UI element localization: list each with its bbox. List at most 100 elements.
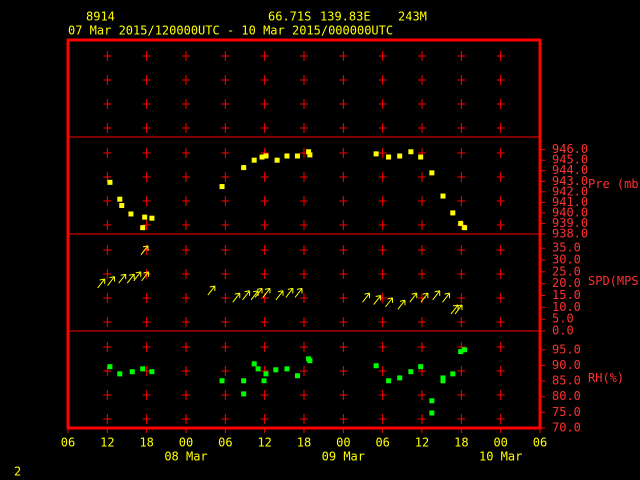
wind-arrow bbox=[262, 287, 271, 298]
data-point bbox=[462, 347, 468, 353]
data-point bbox=[458, 220, 464, 226]
arrow-part bbox=[107, 276, 115, 286]
data-point bbox=[140, 225, 146, 231]
data-point bbox=[128, 211, 134, 217]
y-tick-label: 20.0 bbox=[552, 276, 581, 290]
data-point bbox=[450, 210, 456, 216]
arrow-part bbox=[109, 276, 115, 279]
wind-arrow bbox=[118, 273, 127, 284]
arrow-part bbox=[287, 287, 293, 290]
wind-arrow bbox=[362, 292, 371, 303]
arrow-part bbox=[373, 295, 382, 305]
arrow-part bbox=[99, 278, 105, 281]
y-tick-label: 30.0 bbox=[552, 253, 581, 267]
arrow-part bbox=[422, 292, 428, 295]
data-point bbox=[255, 366, 261, 372]
arrow-part bbox=[143, 271, 149, 274]
arrow-part bbox=[97, 278, 106, 289]
arrow-part bbox=[141, 271, 150, 282]
arrow-part bbox=[264, 287, 271, 290]
y-tick-label: 15.0 bbox=[552, 288, 581, 302]
arrow-part bbox=[118, 273, 127, 284]
data-point bbox=[440, 193, 446, 199]
arrow-part bbox=[209, 285, 215, 288]
arrow-part bbox=[244, 290, 250, 293]
wind-arrow bbox=[141, 271, 150, 282]
wind-arrow bbox=[454, 304, 463, 315]
arrow-part bbox=[452, 304, 459, 307]
arrow-part bbox=[140, 245, 149, 256]
data-point bbox=[219, 184, 225, 190]
arrow-part bbox=[133, 271, 142, 282]
wind-arrow bbox=[207, 285, 216, 296]
arrow-part bbox=[411, 292, 417, 295]
data-point bbox=[418, 154, 424, 160]
data-point bbox=[440, 375, 446, 381]
x-tick-label: 12 bbox=[415, 436, 429, 450]
wind-arrow bbox=[140, 245, 149, 256]
y-tick-label: 85.0 bbox=[552, 374, 581, 388]
x-tick-label: 18 bbox=[297, 436, 311, 450]
data-point bbox=[418, 364, 424, 370]
data-point bbox=[129, 369, 135, 375]
arrow-part bbox=[234, 292, 240, 295]
x-tick-label: 12 bbox=[257, 436, 271, 450]
page-number: 2 bbox=[14, 465, 21, 479]
arrow-part bbox=[399, 299, 406, 302]
station-id: 8914 bbox=[86, 10, 115, 24]
data-point bbox=[259, 154, 265, 160]
date-label: 08 Mar bbox=[164, 450, 207, 464]
arrow-part bbox=[285, 288, 294, 298]
arrow-part bbox=[256, 287, 263, 290]
arrow-part bbox=[375, 295, 381, 298]
y-tick-label: 35.0 bbox=[552, 241, 581, 255]
arrow-part bbox=[444, 292, 450, 295]
data-point bbox=[429, 410, 435, 416]
data-point bbox=[462, 225, 468, 231]
data-point bbox=[274, 157, 280, 163]
arrow-part bbox=[275, 290, 284, 301]
x-tick-label: 06 bbox=[533, 436, 547, 450]
y-axis-label: RH(%) bbox=[588, 371, 624, 385]
data-point bbox=[429, 170, 435, 176]
wind-arrow bbox=[107, 276, 116, 286]
data-point bbox=[386, 154, 392, 160]
arrow-part bbox=[207, 285, 216, 296]
y-tick-label: 938.0 bbox=[552, 227, 588, 241]
data-point bbox=[284, 366, 290, 372]
data-point bbox=[408, 149, 414, 155]
arrow-part bbox=[364, 292, 370, 295]
wind-arrow bbox=[285, 287, 294, 298]
data-point bbox=[251, 157, 257, 163]
data-point bbox=[149, 215, 155, 221]
arrow-part bbox=[442, 292, 450, 303]
data-point bbox=[142, 214, 148, 220]
wind-arrow bbox=[126, 273, 135, 284]
arrow-part bbox=[434, 290, 440, 293]
arrow-part bbox=[420, 292, 429, 303]
longitude: 139.83E bbox=[320, 10, 371, 24]
x-tick-label: 00 bbox=[179, 436, 193, 450]
data-point bbox=[307, 152, 313, 158]
data-point bbox=[294, 373, 300, 379]
data-point bbox=[440, 378, 446, 384]
y-axis-label: SPD(MPS) bbox=[588, 274, 640, 288]
data-point bbox=[294, 153, 300, 159]
arrow-part bbox=[296, 287, 303, 290]
date-label: 10 Mar bbox=[479, 450, 522, 464]
y-tick-label: 941.0 bbox=[552, 195, 588, 209]
y-tick-label: 939.0 bbox=[552, 216, 588, 230]
data-point bbox=[373, 151, 379, 157]
data-point bbox=[251, 361, 257, 367]
data-point bbox=[241, 391, 247, 397]
y-tick-label: 943.0 bbox=[552, 174, 588, 188]
arrow-part bbox=[409, 292, 418, 303]
arrow-part bbox=[294, 288, 303, 298]
x-tick-label: 00 bbox=[493, 436, 507, 450]
arrow-part bbox=[135, 271, 141, 274]
x-tick-label: 12 bbox=[100, 436, 114, 450]
y-tick-label: 70.0 bbox=[552, 421, 581, 435]
data-point bbox=[397, 375, 403, 381]
latitude: 66.71S bbox=[268, 10, 311, 24]
